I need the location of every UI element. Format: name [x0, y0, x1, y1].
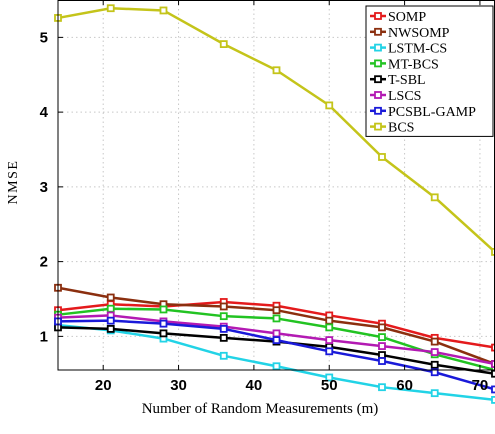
data-point — [378, 383, 386, 392]
data-point — [219, 312, 228, 321]
y-axis-label: NMSE — [6, 160, 21, 205]
data-point — [430, 368, 439, 377]
data-point — [491, 395, 495, 404]
data-point — [491, 369, 495, 378]
legend-swatch-marker — [374, 91, 382, 99]
legend-swatch-marker — [374, 27, 382, 36]
data-point — [272, 66, 281, 75]
legend-label: BCS — [388, 121, 414, 136]
data-point — [219, 351, 228, 360]
legend-swatch-marker — [374, 12, 382, 20]
data-point — [106, 324, 115, 333]
data-point — [219, 302, 228, 311]
data-point — [106, 4, 115, 13]
data-point — [272, 306, 281, 315]
legend-swatch-marker — [374, 75, 382, 84]
legend-item: SOMP — [370, 10, 426, 25]
data-point — [159, 319, 168, 328]
legend-item: PCSBL-GAMP — [370, 105, 476, 120]
data-point — [106, 304, 115, 313]
data-point — [219, 40, 228, 49]
legend-item: NWSOMP — [370, 26, 450, 41]
data-point — [106, 293, 115, 302]
y-tick-label: 4 — [40, 104, 49, 121]
legend-swatch-marker — [374, 43, 382, 52]
axes: 20 30 40 50 60 70 1 2 3 4 5 — [40, 0, 495, 394]
legend-item: LSTM-CS — [370, 42, 447, 57]
data-point — [325, 316, 334, 325]
x-axis-label: Number of Random Measurements (m) — [142, 401, 379, 417]
x-tick-label: 50 — [321, 377, 338, 394]
data-point — [159, 6, 168, 15]
data-point — [378, 342, 386, 350]
data-point — [272, 329, 281, 338]
data-point — [219, 324, 228, 333]
legend-box — [365, 5, 494, 137]
data-point — [430, 389, 439, 398]
data-point — [430, 348, 439, 356]
x-tick-label: 30 — [170, 377, 187, 394]
data-point — [325, 347, 334, 356]
data-point — [491, 343, 495, 352]
legend-item: MT-BCS — [370, 57, 439, 72]
data-point — [378, 153, 386, 161]
legend-label: LSCS — [388, 89, 421, 104]
x-tick-label: 70 — [472, 377, 489, 394]
data-point — [491, 360, 495, 368]
data-point — [430, 360, 439, 369]
data-point — [159, 329, 168, 338]
data-point — [325, 323, 334, 332]
y-tick-label: 3 — [40, 179, 48, 196]
data-point — [378, 323, 386, 332]
x-tick-label: 60 — [396, 377, 413, 394]
data-point — [325, 101, 334, 110]
data-point — [159, 305, 168, 314]
grid — [58, 0, 495, 370]
y-tick-label: 2 — [40, 254, 48, 271]
legend-swatch-marker — [374, 106, 382, 115]
y-tick-label: 5 — [40, 29, 48, 46]
data-point — [325, 336, 334, 345]
data-point — [430, 337, 439, 346]
legend-label: SOMP — [388, 10, 426, 25]
legend-label: T-SBL — [388, 73, 426, 88]
legend-swatch-marker — [374, 122, 382, 131]
legend-item: BCS — [370, 121, 414, 136]
legend-swatch-marker — [374, 59, 382, 68]
legend-label: LSTM-CS — [388, 42, 447, 57]
data-point — [378, 357, 386, 365]
legend-item: T-SBL — [370, 73, 426, 88]
x-tick-label: 40 — [246, 377, 263, 394]
data-point — [106, 316, 115, 325]
legend-label: NWSOMP — [388, 26, 450, 41]
legend-label: PCSBL-GAMP — [388, 105, 476, 120]
legend-label: MT-BCS — [388, 57, 439, 72]
series-bcs — [54, 4, 495, 256]
legend-item: LSCS — [370, 89, 421, 104]
y-tick-label: 1 — [40, 328, 48, 345]
data-point — [378, 333, 386, 342]
data-point — [219, 333, 228, 342]
data-point — [325, 373, 334, 382]
data-point — [491, 385, 495, 394]
data-point — [272, 362, 281, 371]
x-tick-label: 20 — [95, 377, 112, 394]
data-point — [272, 314, 281, 323]
data-point — [430, 193, 439, 202]
data-point — [491, 247, 495, 256]
data-point — [272, 336, 281, 345]
legend: SOMPNWSOMPLSTM-CSMT-BCST-SBLLSCSPCSBL-GA… — [365, 5, 494, 137]
